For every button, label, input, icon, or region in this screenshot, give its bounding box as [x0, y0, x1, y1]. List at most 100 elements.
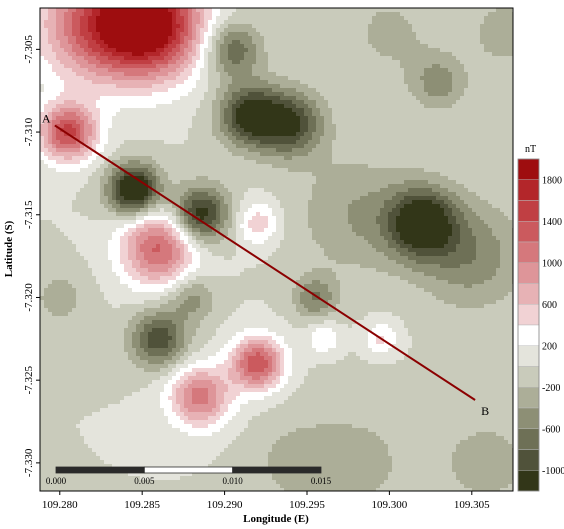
contour-cell: [152, 44, 157, 49]
contour-cell: [296, 148, 301, 153]
contour-cell: [48, 36, 53, 41]
contour-cell: [304, 160, 309, 165]
contour-cell: [176, 52, 181, 57]
contour-cell: [484, 116, 489, 121]
contour-cell: [304, 72, 309, 77]
contour-cell: [424, 96, 429, 101]
contour-cell: [116, 20, 121, 25]
contour-cell: [320, 88, 325, 93]
contour-cell: [168, 60, 173, 65]
contour-cell: [224, 56, 229, 61]
contour-cell: [432, 124, 437, 129]
contour-cell: [396, 156, 401, 161]
contour-cell: [132, 104, 137, 109]
contour-cell: [180, 80, 185, 85]
contour-cell: [416, 104, 421, 109]
contour-cell: [92, 84, 97, 89]
contour-cell: [240, 124, 245, 129]
contour-cell: [436, 124, 441, 129]
contour-cell: [108, 164, 113, 169]
contour-cell: [208, 12, 213, 17]
contour-cell: [144, 24, 149, 29]
contour-cell: [388, 148, 393, 153]
contour-cell: [176, 76, 181, 81]
contour-cell: [52, 84, 57, 89]
contour-cell: [268, 172, 273, 177]
contour-cell: [156, 168, 161, 173]
contour-cell: [244, 24, 249, 29]
contour-cell: [68, 104, 73, 109]
contour-cell: [252, 136, 257, 141]
contour-cell: [120, 140, 125, 145]
contour-cell: [48, 44, 53, 49]
contour-cell: [348, 76, 353, 81]
contour-cell: [204, 100, 209, 105]
contour-cell: [352, 112, 357, 117]
contour-cell: [392, 140, 397, 145]
contour-cell: [184, 32, 189, 37]
contour-cell: [96, 64, 101, 69]
contour-cell: [444, 132, 449, 137]
contour-cell: [148, 112, 153, 117]
contour-cell: [232, 96, 237, 101]
contour-cell: [428, 108, 433, 113]
contour-cell: [236, 168, 241, 173]
contour-cell: [404, 120, 409, 125]
contour-cell: [76, 112, 81, 117]
contour-cell: [200, 156, 205, 161]
contour-cell: [376, 144, 381, 149]
contour-cell: [96, 116, 101, 121]
contour-cell: [96, 28, 101, 33]
contour-cell: [172, 156, 177, 161]
contour-cell: [432, 48, 437, 53]
contour-cell: [280, 52, 285, 57]
contour-cell: [148, 124, 153, 129]
contour-cell: [172, 120, 177, 125]
contour-cell: [404, 36, 409, 41]
contour-cell: [88, 16, 93, 21]
contour-cell: [132, 64, 137, 69]
contour-cell: [456, 124, 461, 129]
contour-cell: [104, 24, 109, 29]
contour-cell: [100, 76, 105, 81]
contour-cell: [52, 12, 57, 17]
contour-cell: [328, 108, 333, 113]
contour-cell: [156, 164, 161, 169]
contour-cell: [236, 80, 241, 85]
contour-cell: [232, 152, 237, 157]
contour-cell: [80, 164, 85, 169]
contour-cell: [376, 124, 381, 129]
contour-cell: [68, 148, 73, 153]
contour-cell: [416, 24, 421, 29]
contour-cell: [92, 120, 97, 125]
contour-cell: [144, 60, 149, 65]
contour-cell: [344, 160, 349, 165]
contour-cell: [392, 40, 397, 45]
contour-cell: [68, 28, 73, 33]
contour-cell: [100, 40, 105, 45]
contour-cell: [368, 68, 373, 73]
contour-cell: [388, 72, 393, 77]
contour-cell: [272, 48, 277, 53]
contour-cell: [256, 168, 261, 173]
contour-cell: [80, 120, 85, 125]
contour-cell: [156, 80, 161, 85]
contour-cell: [392, 144, 397, 149]
contour-cell: [256, 84, 261, 89]
contour-cell: [312, 32, 317, 37]
contour-cell: [412, 156, 417, 161]
contour-cell: [120, 16, 125, 21]
contour-cell: [44, 108, 49, 113]
contour-cell: [184, 120, 189, 125]
contour-cell: [356, 68, 361, 73]
contour-cell: [220, 80, 225, 85]
contour-cell: [412, 68, 417, 73]
contour-cell: [256, 144, 261, 149]
contour-cell: [264, 32, 269, 37]
contour-cell: [276, 56, 281, 61]
contour-cell: [396, 32, 401, 37]
contour-cell: [240, 140, 245, 145]
contour-cell: [360, 32, 365, 37]
contour-cell: [60, 52, 65, 57]
contour-cell: [432, 72, 437, 77]
